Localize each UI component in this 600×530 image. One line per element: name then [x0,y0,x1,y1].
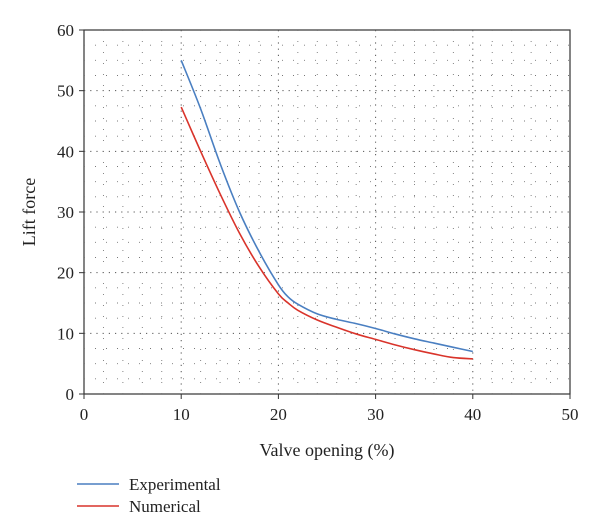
y-tick-label: 50 [57,82,74,101]
series-layer [180,60,473,360]
y-tick-label: 10 [57,324,74,343]
axis-ticks: 0 10 20 30 40 50 0 10 20 30 40 50 60 [57,21,579,424]
x-tick-label: 20 [270,405,287,424]
y-tick-label: 20 [57,264,74,283]
legend-label-numerical: Numerical [129,497,201,516]
y-tick-label: 60 [57,21,74,40]
x-axis-label: Valve opening (%) [260,440,395,461]
legend-label-experimental: Experimental [129,475,221,494]
x-tick-label: 0 [80,405,89,424]
y-tick-label: 40 [57,142,74,161]
x-tick-label: 10 [173,405,190,424]
series-line-numerical [180,106,473,360]
series-line-experimental [180,60,473,353]
x-tick-label: 30 [367,405,384,424]
x-tick-label: 40 [464,405,481,424]
y-axis-label: Lift force [19,178,39,246]
grid [84,30,570,394]
legend: Experimental Numerical [77,475,221,516]
x-tick-label: 50 [562,405,579,424]
y-tick-label: 30 [57,203,74,222]
y-tick-label: 0 [66,385,75,404]
